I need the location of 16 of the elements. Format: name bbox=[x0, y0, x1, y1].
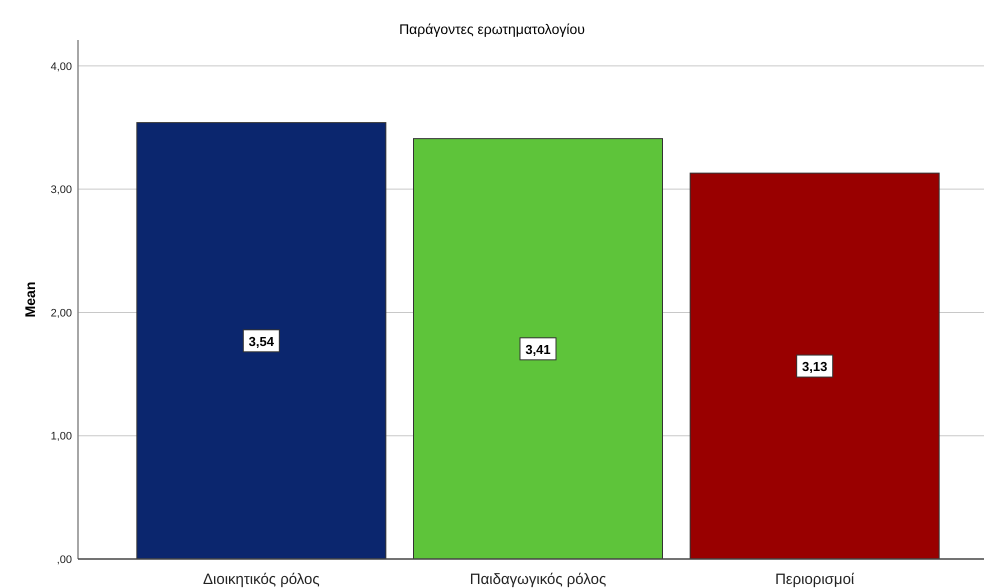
data-label: 3,41 bbox=[525, 342, 551, 357]
y-tick-label: ,00 bbox=[56, 554, 72, 566]
y-tick-label: 3,00 bbox=[50, 184, 72, 196]
chart-title: Παράγοντες ερωτηματολογίου bbox=[399, 21, 585, 37]
data-label: 3,54 bbox=[248, 334, 275, 349]
bar bbox=[136, 122, 386, 560]
bar bbox=[413, 138, 663, 560]
y-tick-label: 2,00 bbox=[50, 307, 72, 320]
bar bbox=[690, 172, 940, 560]
y-tick-label: 1,00 bbox=[50, 430, 72, 443]
y-tick-label: 4,00 bbox=[50, 60, 72, 73]
data-label: 3,13 bbox=[802, 359, 828, 374]
y-axis-title: Mean bbox=[22, 282, 38, 318]
x-tick-label: Παιδαγωγικός ρόλος bbox=[470, 571, 606, 588]
x-tick-label: Περιορισμοί bbox=[775, 571, 855, 588]
x-tick-label: Διοικητικός ρόλος bbox=[203, 571, 320, 588]
